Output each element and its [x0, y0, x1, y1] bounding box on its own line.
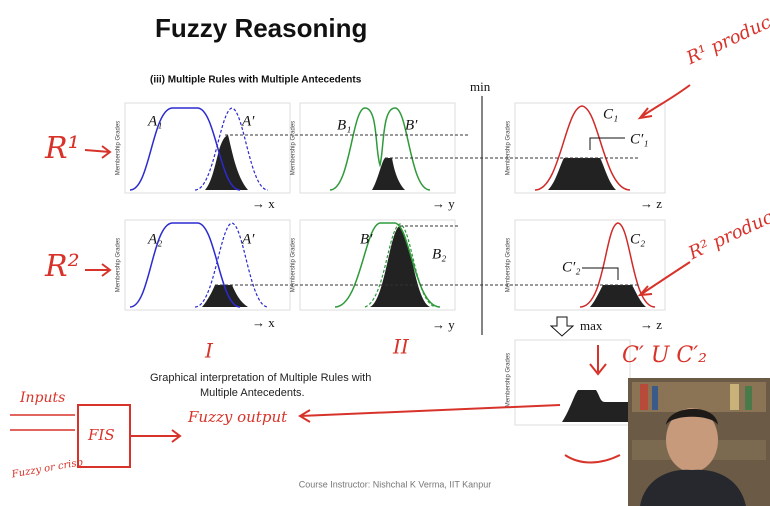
hw-inputs: Inputs: [19, 390, 65, 406]
hw-col1: I: [204, 339, 214, 363]
axis-label: → z: [640, 196, 662, 211]
slide: Fuzzy Reasoning (iii) Multiple Rules wit…: [0, 0, 770, 506]
label: A₂: [147, 231, 162, 247]
axis-title: Membership Grades: [506, 121, 512, 175]
label: B′: [360, 231, 373, 247]
label: B′: [405, 117, 418, 133]
label: A₁: [147, 113, 162, 129]
hw-r1: R¹: [44, 131, 80, 166]
axis-label: → x: [252, 196, 275, 211]
label: B₂: [432, 246, 446, 262]
axis-title: Membership Grades: [291, 121, 297, 175]
max-label: max: [580, 318, 603, 333]
label: C′₂: [562, 259, 581, 275]
hw-col2: II: [392, 335, 410, 359]
label: B₁: [337, 117, 351, 133]
webcam-inset: [628, 378, 770, 506]
axis-title: Membership Grades: [291, 238, 297, 292]
axis-title: Membership Grades: [506, 353, 512, 407]
label: C₁: [603, 106, 618, 122]
hw-fuzzy-output: Fuzzy output: [187, 408, 288, 426]
caption: Multiple Antecedents.: [200, 387, 305, 399]
subtitle: (iii) Multiple Rules with Multiple Antec…: [150, 75, 362, 86]
hw-union: C′ U C′₂: [622, 343, 707, 368]
axis-label: → y: [432, 317, 455, 332]
axis-label: → x: [252, 315, 275, 330]
hw-r2: R²: [44, 249, 80, 284]
axis-label: → z: [640, 317, 662, 332]
hw-fis: FIS: [87, 426, 115, 444]
book: [730, 384, 739, 410]
label: C₂: [630, 231, 645, 247]
label: A′: [241, 231, 255, 247]
axis-title: Membership Grades: [116, 238, 122, 292]
book: [640, 384, 648, 410]
caption: Graphical interpretation of Multiple Rul…: [150, 372, 371, 384]
min-label: min: [470, 79, 491, 94]
axis-label: → y: [432, 196, 455, 211]
axis-title: Membership Grades: [116, 121, 122, 175]
slide-title: Fuzzy Reasoning: [155, 13, 367, 43]
footer: Course Instructor: Nishchal K Verma, IIT…: [299, 479, 491, 489]
book: [745, 386, 752, 410]
label: C′₁: [630, 131, 649, 147]
book: [652, 386, 658, 410]
label: A′: [241, 113, 255, 129]
axis-title: Membership Grades: [506, 238, 512, 292]
